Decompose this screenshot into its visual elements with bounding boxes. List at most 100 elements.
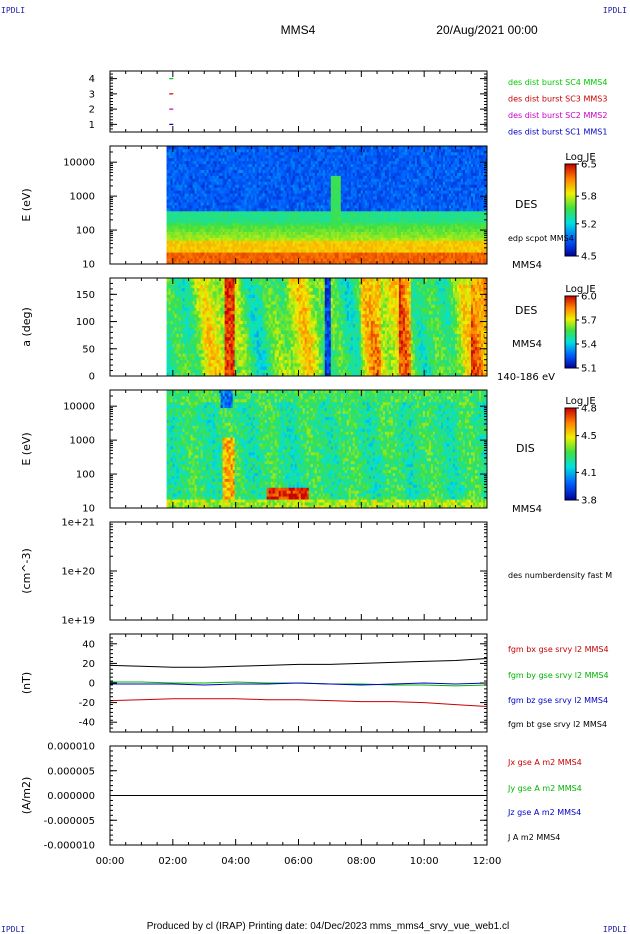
heatmap-cell [210,255,214,259]
y-tick-label: 4 [89,74,95,85]
heatmap-cell [248,146,252,150]
heatmap-cell [208,202,212,206]
heatmap-cell [232,166,236,170]
heatmap-cell [210,258,214,262]
heatmap-cell [174,216,177,221]
heatmap-cell [236,151,240,156]
heatmap-cell [252,193,256,197]
heatmap-cell [198,258,201,262]
heatmap-cell [178,178,181,182]
heatmap-cell [226,202,230,206]
heatmap-cell [198,225,201,229]
heatmap-cell [250,219,254,224]
heatmap-cell [208,181,212,185]
heatmap-cell [248,202,252,206]
heatmap-cell [196,234,199,238]
heatmap-cell [246,234,250,238]
heatmap-cell [236,175,240,179]
heatmap-cell [252,154,256,159]
heatmap-cell [242,237,246,241]
heatmap-cell [214,187,218,191]
heatmap-cell [174,234,177,238]
heatmap-cell [168,207,171,212]
heatmap-cell [198,219,201,224]
heatmap-cell [226,190,230,194]
heatmap-cell [192,172,195,176]
heatmap-cell [260,205,264,209]
heatmap-cell [256,199,260,203]
heatmap-cell [202,234,205,238]
heatmap-cell [264,146,268,150]
heatmap-cell [268,210,272,215]
y-tick-label: 2 [89,105,95,116]
heatmap-cell [250,228,254,232]
heatmap-cell [232,205,236,209]
heatmap-cell [206,196,210,200]
heatmap-cell [216,205,220,209]
heatmap-cell [256,160,260,165]
heatmap-cell [168,196,171,200]
heatmap-cell [192,160,195,165]
heatmap-cell [204,190,207,194]
heatmap-cell [198,199,201,203]
heatmap-cell [188,210,191,215]
heatmap-cell [178,202,181,206]
heatmap-cell [238,261,242,265]
heatmap-cell [244,181,248,185]
heatmap-cell [214,178,218,182]
heatmap-cell [176,169,179,173]
heatmap-cell [172,157,175,162]
heatmap-cell [246,261,250,265]
heatmap-cell [254,151,258,156]
heatmap-cell [228,210,232,215]
heatmap-cell [186,154,189,159]
heatmap-cell [262,154,266,159]
heatmap-cell [264,210,268,215]
heatmap-cell [166,151,169,156]
heatmap-cell [220,157,224,162]
heatmap-cell [172,231,175,235]
heatmap-cell [242,151,246,156]
heatmap-cell [260,187,264,191]
heatmap-cell [264,207,268,212]
heatmap-cell [234,207,238,212]
heatmap-cell [220,169,224,173]
heatmap-cell [220,246,224,250]
heatmap-cell [256,169,260,173]
heatmap-cell [176,166,179,170]
heatmap-cell [260,225,264,229]
heatmap-cell [236,205,240,209]
heatmap-cell [166,243,169,247]
heatmap-cell [236,213,240,218]
heatmap-cell [268,252,272,256]
heatmap-cell [230,252,234,256]
heatmap-cell [246,166,250,170]
heatmap-cell [218,213,222,218]
heatmap-cell [214,225,218,229]
heatmap-cell [248,190,252,194]
heatmap-cell [260,261,264,265]
heatmap-cell [216,246,220,250]
heatmap-cell [194,181,197,185]
heatmap-cell [230,160,234,165]
heatmap-cell [212,187,216,191]
heatmap-cell [250,205,254,209]
heatmap-cell [196,199,199,203]
heatmap-cell [246,246,250,250]
heatmap-cell [196,205,199,209]
heatmap-cell [248,166,252,170]
heatmap-cell [166,181,169,185]
heatmap-cell [168,216,171,221]
heatmap-cell [238,178,242,182]
heatmap-cell [190,246,193,250]
heatmap-cell [204,246,207,250]
heatmap-cell [166,234,169,238]
heatmap-cell [240,243,244,247]
heatmap-cell [174,151,177,156]
legend-entry: des dist burst SC3 MMS3 [508,95,607,104]
heatmap-cell [250,237,254,241]
heatmap-cell [256,205,260,209]
heatmap-cell [256,231,260,235]
heatmap-cell [226,234,230,238]
heatmap-cell [258,181,262,185]
